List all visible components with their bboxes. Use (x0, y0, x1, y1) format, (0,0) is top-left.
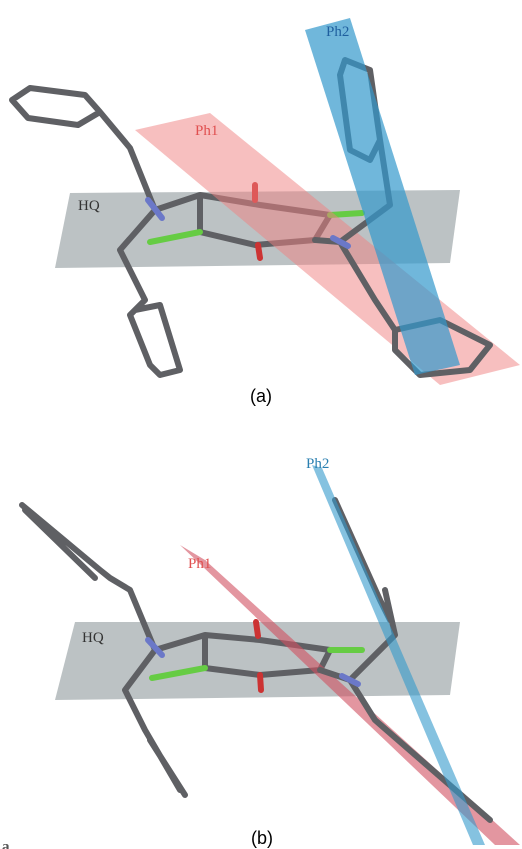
figure: Ph2 Ph1 HQ (a) Ph2 Ph1 HQ (b) a (0, 0, 522, 849)
ph2-label: Ph2 (306, 456, 329, 472)
oxygen (258, 245, 260, 258)
oxygen (256, 622, 258, 636)
hq-label: HQ (78, 198, 100, 214)
ph2-label: Ph2 (326, 24, 349, 40)
corner-mark: a (2, 839, 10, 849)
panel-caption: (b) (251, 828, 273, 848)
panel-b: Ph2 Ph1 HQ (b) (22, 456, 520, 848)
ph1-label: Ph1 (195, 123, 218, 139)
panel-a: Ph2 Ph1 HQ (a) (12, 18, 520, 406)
oxygen (260, 675, 261, 690)
hq-label: HQ (82, 630, 104, 646)
panel-caption: (a) (250, 386, 272, 406)
ph1-label: Ph1 (188, 556, 211, 572)
